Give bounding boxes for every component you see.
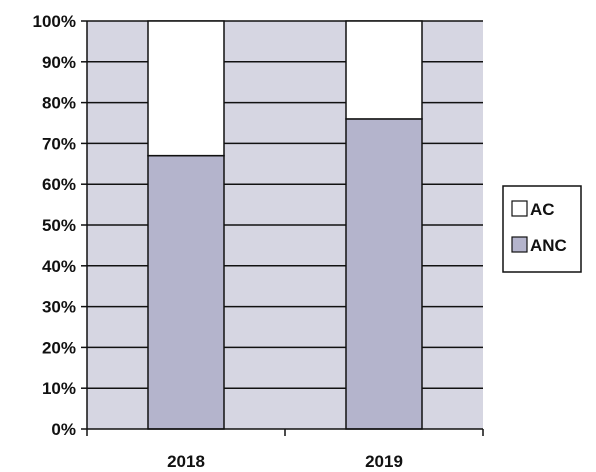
legend-swatch-ac [511, 200, 528, 217]
legend-swatch-anc [511, 236, 528, 253]
y-tick-label: 50% [42, 216, 76, 235]
bar-2019-ac [345, 20, 423, 120]
y-tick-label: 90% [42, 53, 76, 72]
y-tick-label: 80% [42, 94, 76, 113]
y-tick-label: 100% [33, 12, 76, 31]
y-tick-labels: 0% 10% 20% 30% 40% 50% 60% 70% 80% 90% 100% [33, 12, 76, 439]
legend: AC ANC [502, 185, 582, 273]
bars [147, 20, 423, 430]
bar-2018-anc [147, 154, 225, 430]
legend-label-ac: AC [530, 200, 555, 219]
legend-label-anc: ANC [530, 236, 567, 255]
y-tick-label: 70% [42, 134, 76, 153]
bar-2018-ac [147, 20, 225, 157]
legend-box [502, 185, 582, 273]
x-tick-labels: 2018 2019 [167, 452, 403, 471]
axes [81, 20, 484, 436]
y-tick-label: 20% [42, 338, 76, 357]
y-tick-label: 60% [42, 175, 76, 194]
y-tick-label: 10% [42, 379, 76, 398]
y-tick-label: 40% [42, 257, 76, 276]
bar-2019-anc [345, 118, 423, 430]
y-tick-label: 30% [42, 298, 76, 317]
x-tick-label: 2019 [365, 452, 403, 471]
y-tick-label: 0% [51, 420, 76, 439]
x-tick-label: 2018 [167, 452, 205, 471]
